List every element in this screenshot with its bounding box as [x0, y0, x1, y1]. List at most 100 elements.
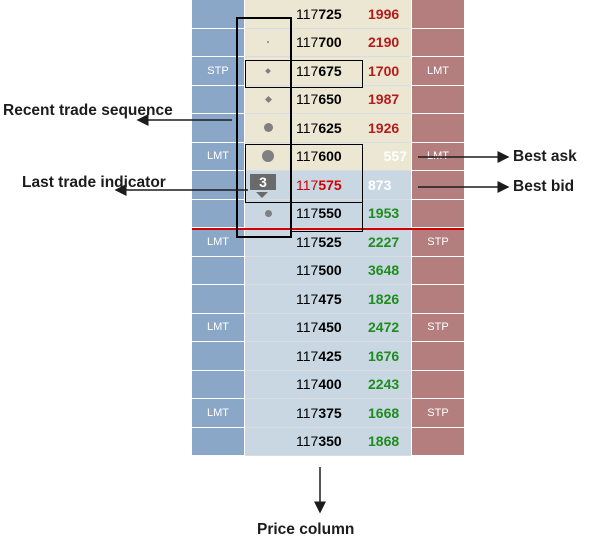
- sell-order-label: STP: [427, 321, 449, 334]
- buy-order-cell[interactable]: [192, 370, 245, 399]
- buy-order-cell[interactable]: [192, 427, 245, 456]
- bid-volume-cell: 1826: [365, 285, 411, 314]
- sell-order-cell[interactable]: [411, 370, 464, 399]
- sell-order-label: LMT: [427, 64, 449, 77]
- sell-order-cell[interactable]: [411, 342, 464, 371]
- recent-trade-cell: [245, 0, 291, 29]
- price-prefix: 117: [296, 5, 319, 22]
- price-cell[interactable]: 117 500: [291, 256, 365, 285]
- ladder-row: 117 725 1996: [192, 0, 464, 29]
- buy-order-label: LMT: [207, 150, 229, 163]
- price-cell[interactable]: 117 725: [291, 0, 365, 29]
- sell-order-cell[interactable]: [411, 114, 464, 143]
- recent-trade-cell: [245, 142, 291, 171]
- sell-order-cell[interactable]: [411, 0, 464, 29]
- best-bid-volume: 873: [365, 171, 411, 200]
- spread-divider: [192, 228, 464, 230]
- price-cell[interactable]: 117 575: [291, 171, 365, 200]
- bid-volume-cell: 2227: [365, 228, 411, 257]
- price-cell[interactable]: 117 600: [291, 142, 365, 171]
- price-prefix: 117: [296, 62, 319, 79]
- last-trade-indicator: 3: [250, 174, 276, 190]
- price-cell[interactable]: 117 550: [291, 199, 365, 228]
- price-column-label: Price column: [257, 521, 355, 538]
- price-prefix: 117: [296, 433, 319, 450]
- buy-order-label: LMT: [207, 321, 229, 334]
- trade-dot-icon: [263, 123, 273, 133]
- sell-order-cell[interactable]: STP: [411, 399, 464, 428]
- buy-order-cell[interactable]: [192, 256, 245, 285]
- price-suffix: 400: [318, 376, 342, 393]
- ladder-row: 117 475 1826: [192, 285, 464, 314]
- ask-volume-cell: 2190: [365, 28, 411, 57]
- price-prefix: 117: [296, 91, 319, 108]
- ladder-row: 117 350 1868: [192, 427, 464, 456]
- price-ladder: 117 725 1996 117 700 2190 STP 117 675 1700 …: [192, 0, 464, 456]
- buy-order-cell[interactable]: [192, 285, 245, 314]
- buy-order-cell[interactable]: LMT: [192, 313, 245, 342]
- sell-order-cell[interactable]: [411, 256, 464, 285]
- recent-trade-sequence-label: Recent trade sequence: [3, 102, 173, 119]
- price-cell[interactable]: 117 425: [291, 342, 365, 371]
- recent-trade-cell: [245, 256, 291, 285]
- ask-volume-cell: 1926: [365, 114, 411, 143]
- price-suffix: 650: [318, 91, 342, 108]
- last-trade-arrow-icon: [256, 192, 268, 198]
- sell-order-cell[interactable]: STP: [411, 228, 464, 257]
- buy-order-cell[interactable]: [192, 0, 245, 29]
- buy-order-label: LMT: [207, 235, 229, 248]
- sell-order-label: STP: [427, 235, 449, 248]
- price-prefix: 117: [296, 347, 319, 364]
- price-prefix: 117: [296, 148, 319, 165]
- sell-order-cell[interactable]: LMT: [411, 57, 464, 86]
- ask-volume-cell: 1987: [365, 85, 411, 114]
- price-highlight-box: [290, 144, 363, 232]
- price-cell[interactable]: 117 675: [291, 57, 365, 86]
- price-suffix: 500: [318, 262, 342, 279]
- price-cell[interactable]: 117 700: [291, 28, 365, 57]
- price-prefix: 117: [296, 233, 319, 250]
- price-suffix: 700: [318, 34, 342, 51]
- sell-order-cell[interactable]: [411, 28, 464, 57]
- sell-order-cell[interactable]: [411, 285, 464, 314]
- price-cell[interactable]: 117 650: [291, 85, 365, 114]
- recent-trade-cell: [245, 85, 291, 114]
- ask-volume-cell: 1996: [365, 0, 411, 29]
- price-prefix: 117: [296, 205, 319, 222]
- price-cell[interactable]: 117 375: [291, 399, 365, 428]
- buy-order-label: LMT: [207, 406, 229, 419]
- trade-dot-icon: [262, 150, 274, 163]
- last-trade-indicator-label: Last trade indicator: [22, 174, 166, 191]
- recent-trade-cell: [245, 228, 291, 257]
- bid-volume-cell: 1953: [365, 199, 411, 228]
- price-suffix: 375: [318, 404, 342, 421]
- price-cell[interactable]: 117 450: [291, 313, 365, 342]
- ladder-row: 117 400 2243: [192, 370, 464, 399]
- buy-order-cell[interactable]: LMT: [192, 399, 245, 428]
- price-cell[interactable]: 117 625: [291, 114, 365, 143]
- sell-order-cell[interactable]: [411, 199, 464, 228]
- recent-trade-cell: [245, 28, 291, 57]
- ladder-row: LMT 117 525 2227 STP: [192, 228, 464, 257]
- recent-trade-cell: [245, 342, 291, 371]
- price-cell[interactable]: 117 475: [291, 285, 365, 314]
- sell-order-cell[interactable]: [411, 171, 464, 200]
- ladder-row: 117 650 1987: [192, 85, 464, 114]
- sell-order-cell[interactable]: STP: [411, 313, 464, 342]
- buy-order-cell[interactable]: [192, 342, 245, 371]
- sell-order-cell[interactable]: [411, 85, 464, 114]
- recent-trade-cell: [245, 370, 291, 399]
- price-prefix: 117: [296, 404, 319, 421]
- price-suffix: 350: [318, 433, 342, 450]
- sell-order-cell[interactable]: [411, 427, 464, 456]
- ladder-row: 117 500 3648: [192, 256, 464, 285]
- ladder-row: LMT 117 375 1668 STP: [192, 399, 464, 428]
- price-cell[interactable]: 117 525: [291, 228, 365, 257]
- buy-order-label: STP: [207, 64, 229, 77]
- price-cell[interactable]: 117 400: [291, 370, 365, 399]
- recent-trade-cell: [245, 199, 291, 228]
- bid-volume-cell: 3648: [365, 256, 411, 285]
- price-suffix: 475: [318, 290, 342, 307]
- price-cell[interactable]: 117 350: [291, 427, 365, 456]
